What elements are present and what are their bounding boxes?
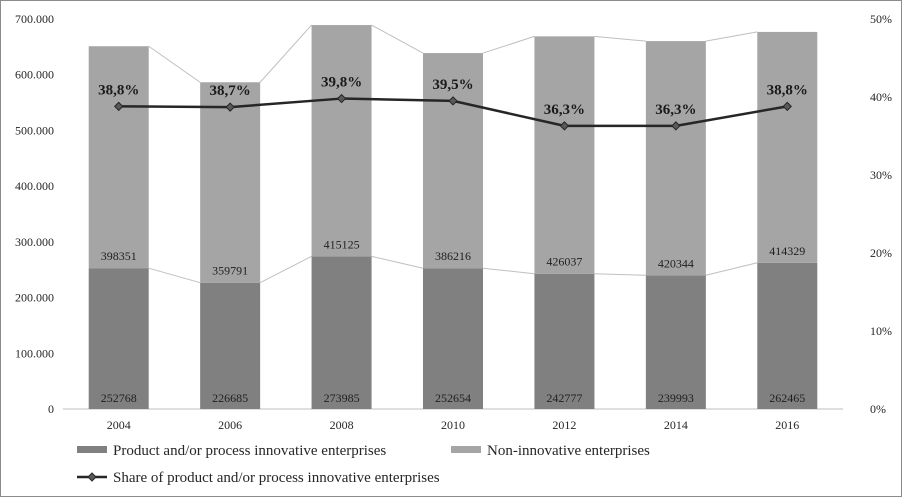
legend-swatch-non-innovative bbox=[451, 446, 481, 453]
bar-non-innovative bbox=[311, 25, 372, 257]
bar-innovative bbox=[200, 282, 261, 409]
share-marker bbox=[559, 121, 570, 131]
data-label-non-innovative: 386216 bbox=[435, 249, 471, 263]
bar-innovative bbox=[534, 273, 595, 409]
series-connector-line bbox=[482, 35, 535, 54]
legend-swatch-innovative bbox=[77, 446, 107, 453]
share-data-label: 39,8% bbox=[321, 75, 362, 91]
share-data-label: 36,3% bbox=[544, 102, 585, 118]
y-left-tick-label: 600.000 bbox=[15, 68, 54, 82]
bar-non-innovative bbox=[534, 36, 595, 274]
x-tick-label: 2012 bbox=[552, 418, 576, 432]
y-left-tick-label: 700.000 bbox=[15, 12, 54, 26]
share-marker bbox=[225, 102, 235, 112]
data-label-innovative: 252654 bbox=[435, 391, 471, 405]
y-left-tick-label: 200.000 bbox=[15, 291, 54, 305]
series-connector-line bbox=[371, 24, 424, 54]
x-tick-label: 2008 bbox=[330, 418, 354, 432]
bar-non-innovative bbox=[423, 53, 483, 269]
y-left-tick-label: 0 bbox=[48, 402, 54, 416]
share-marker bbox=[782, 101, 792, 112]
legend-item-innovative: Product and/or process innovative enterp… bbox=[77, 443, 386, 459]
share-marker bbox=[671, 121, 681, 131]
x-tick-label: 2006 bbox=[218, 418, 242, 432]
series-connector-line bbox=[594, 35, 646, 42]
share-data-label: 36,3% bbox=[655, 102, 696, 118]
data-label-non-innovative: 420344 bbox=[658, 256, 694, 270]
bar-non-innovative bbox=[200, 82, 261, 283]
bar-innovative bbox=[88, 268, 149, 409]
x-tick-label: 2004 bbox=[107, 418, 131, 432]
y-right-tick-label: 40% bbox=[870, 90, 892, 104]
series-connector-line bbox=[371, 255, 424, 269]
data-label-non-innovative: 359791 bbox=[212, 264, 248, 278]
y-left-tick-label: 100.000 bbox=[15, 346, 54, 360]
bar-innovative bbox=[757, 262, 818, 409]
bar-non-innovative bbox=[88, 46, 149, 269]
series-connector-line bbox=[259, 255, 312, 284]
data-label-innovative: 242777 bbox=[546, 391, 582, 405]
legend-label-innovative: Product and/or process innovative enterp… bbox=[113, 443, 386, 459]
y-left-tick-label: 500.000 bbox=[15, 123, 54, 137]
share-data-label: 38,7% bbox=[210, 83, 251, 99]
share-data-label: 38,8% bbox=[767, 82, 808, 98]
y-right-tick-label: 20% bbox=[870, 246, 892, 260]
legend-item-share: Share of product and/or process innovati… bbox=[77, 470, 440, 486]
share-marker bbox=[448, 96, 458, 106]
legend-label-share: Share of product and/or process innovati… bbox=[113, 470, 440, 486]
legend-item-non-innovative: Non-innovative enterprises bbox=[451, 443, 650, 459]
data-label-non-innovative: 415125 bbox=[324, 237, 360, 251]
legend: Product and/or process innovative enterp… bbox=[77, 443, 650, 486]
x-tick-label: 2010 bbox=[441, 418, 465, 432]
data-label-non-innovative: 414329 bbox=[769, 244, 805, 258]
y-left-tick-label: 400.000 bbox=[15, 179, 54, 193]
data-label-innovative: 226685 bbox=[212, 391, 248, 405]
bar-innovative bbox=[423, 268, 483, 409]
y-right-tick-label: 30% bbox=[870, 168, 892, 182]
share-data-label: 38,8% bbox=[98, 82, 139, 98]
y-right-tick-label: 0% bbox=[870, 402, 886, 416]
legend-marker-share bbox=[87, 472, 97, 482]
share-marker bbox=[114, 101, 124, 112]
bar-non-innovative bbox=[757, 31, 818, 263]
data-label-innovative: 239993 bbox=[658, 391, 694, 405]
x-tick-label: 2014 bbox=[664, 418, 688, 432]
bar-innovative bbox=[311, 256, 372, 409]
series-connector-line bbox=[259, 24, 312, 83]
series-connector-line bbox=[148, 45, 201, 83]
bar-innovative bbox=[645, 275, 706, 409]
series-connector-line bbox=[705, 31, 758, 42]
y-right-tick-label: 10% bbox=[870, 324, 892, 338]
data-label-innovative: 262465 bbox=[769, 391, 805, 405]
data-label-innovative: 252768 bbox=[101, 391, 137, 405]
series-connector-line bbox=[594, 273, 646, 276]
series-connector-line bbox=[148, 267, 201, 284]
bar-non-innovative bbox=[645, 41, 706, 276]
plot-area: 0 100.000 200.000 300.000 400.000 500.000 600.… bbox=[15, 12, 892, 432]
share-marker bbox=[336, 93, 347, 104]
share-data-label: 39,5% bbox=[432, 77, 473, 93]
series-connector-line bbox=[705, 262, 758, 276]
y-right-tick-label: 50% bbox=[870, 12, 892, 26]
x-tick-label: 2016 bbox=[775, 418, 799, 432]
data-label-innovative: 273985 bbox=[324, 391, 360, 405]
data-label-non-innovative: 398351 bbox=[101, 249, 137, 263]
y-left-tick-label: 300.000 bbox=[15, 235, 54, 249]
data-label-non-innovative: 426037 bbox=[546, 255, 582, 269]
legend-label-non-innovative: Non-innovative enterprises bbox=[487, 443, 650, 459]
series-connector-line bbox=[482, 267, 535, 275]
